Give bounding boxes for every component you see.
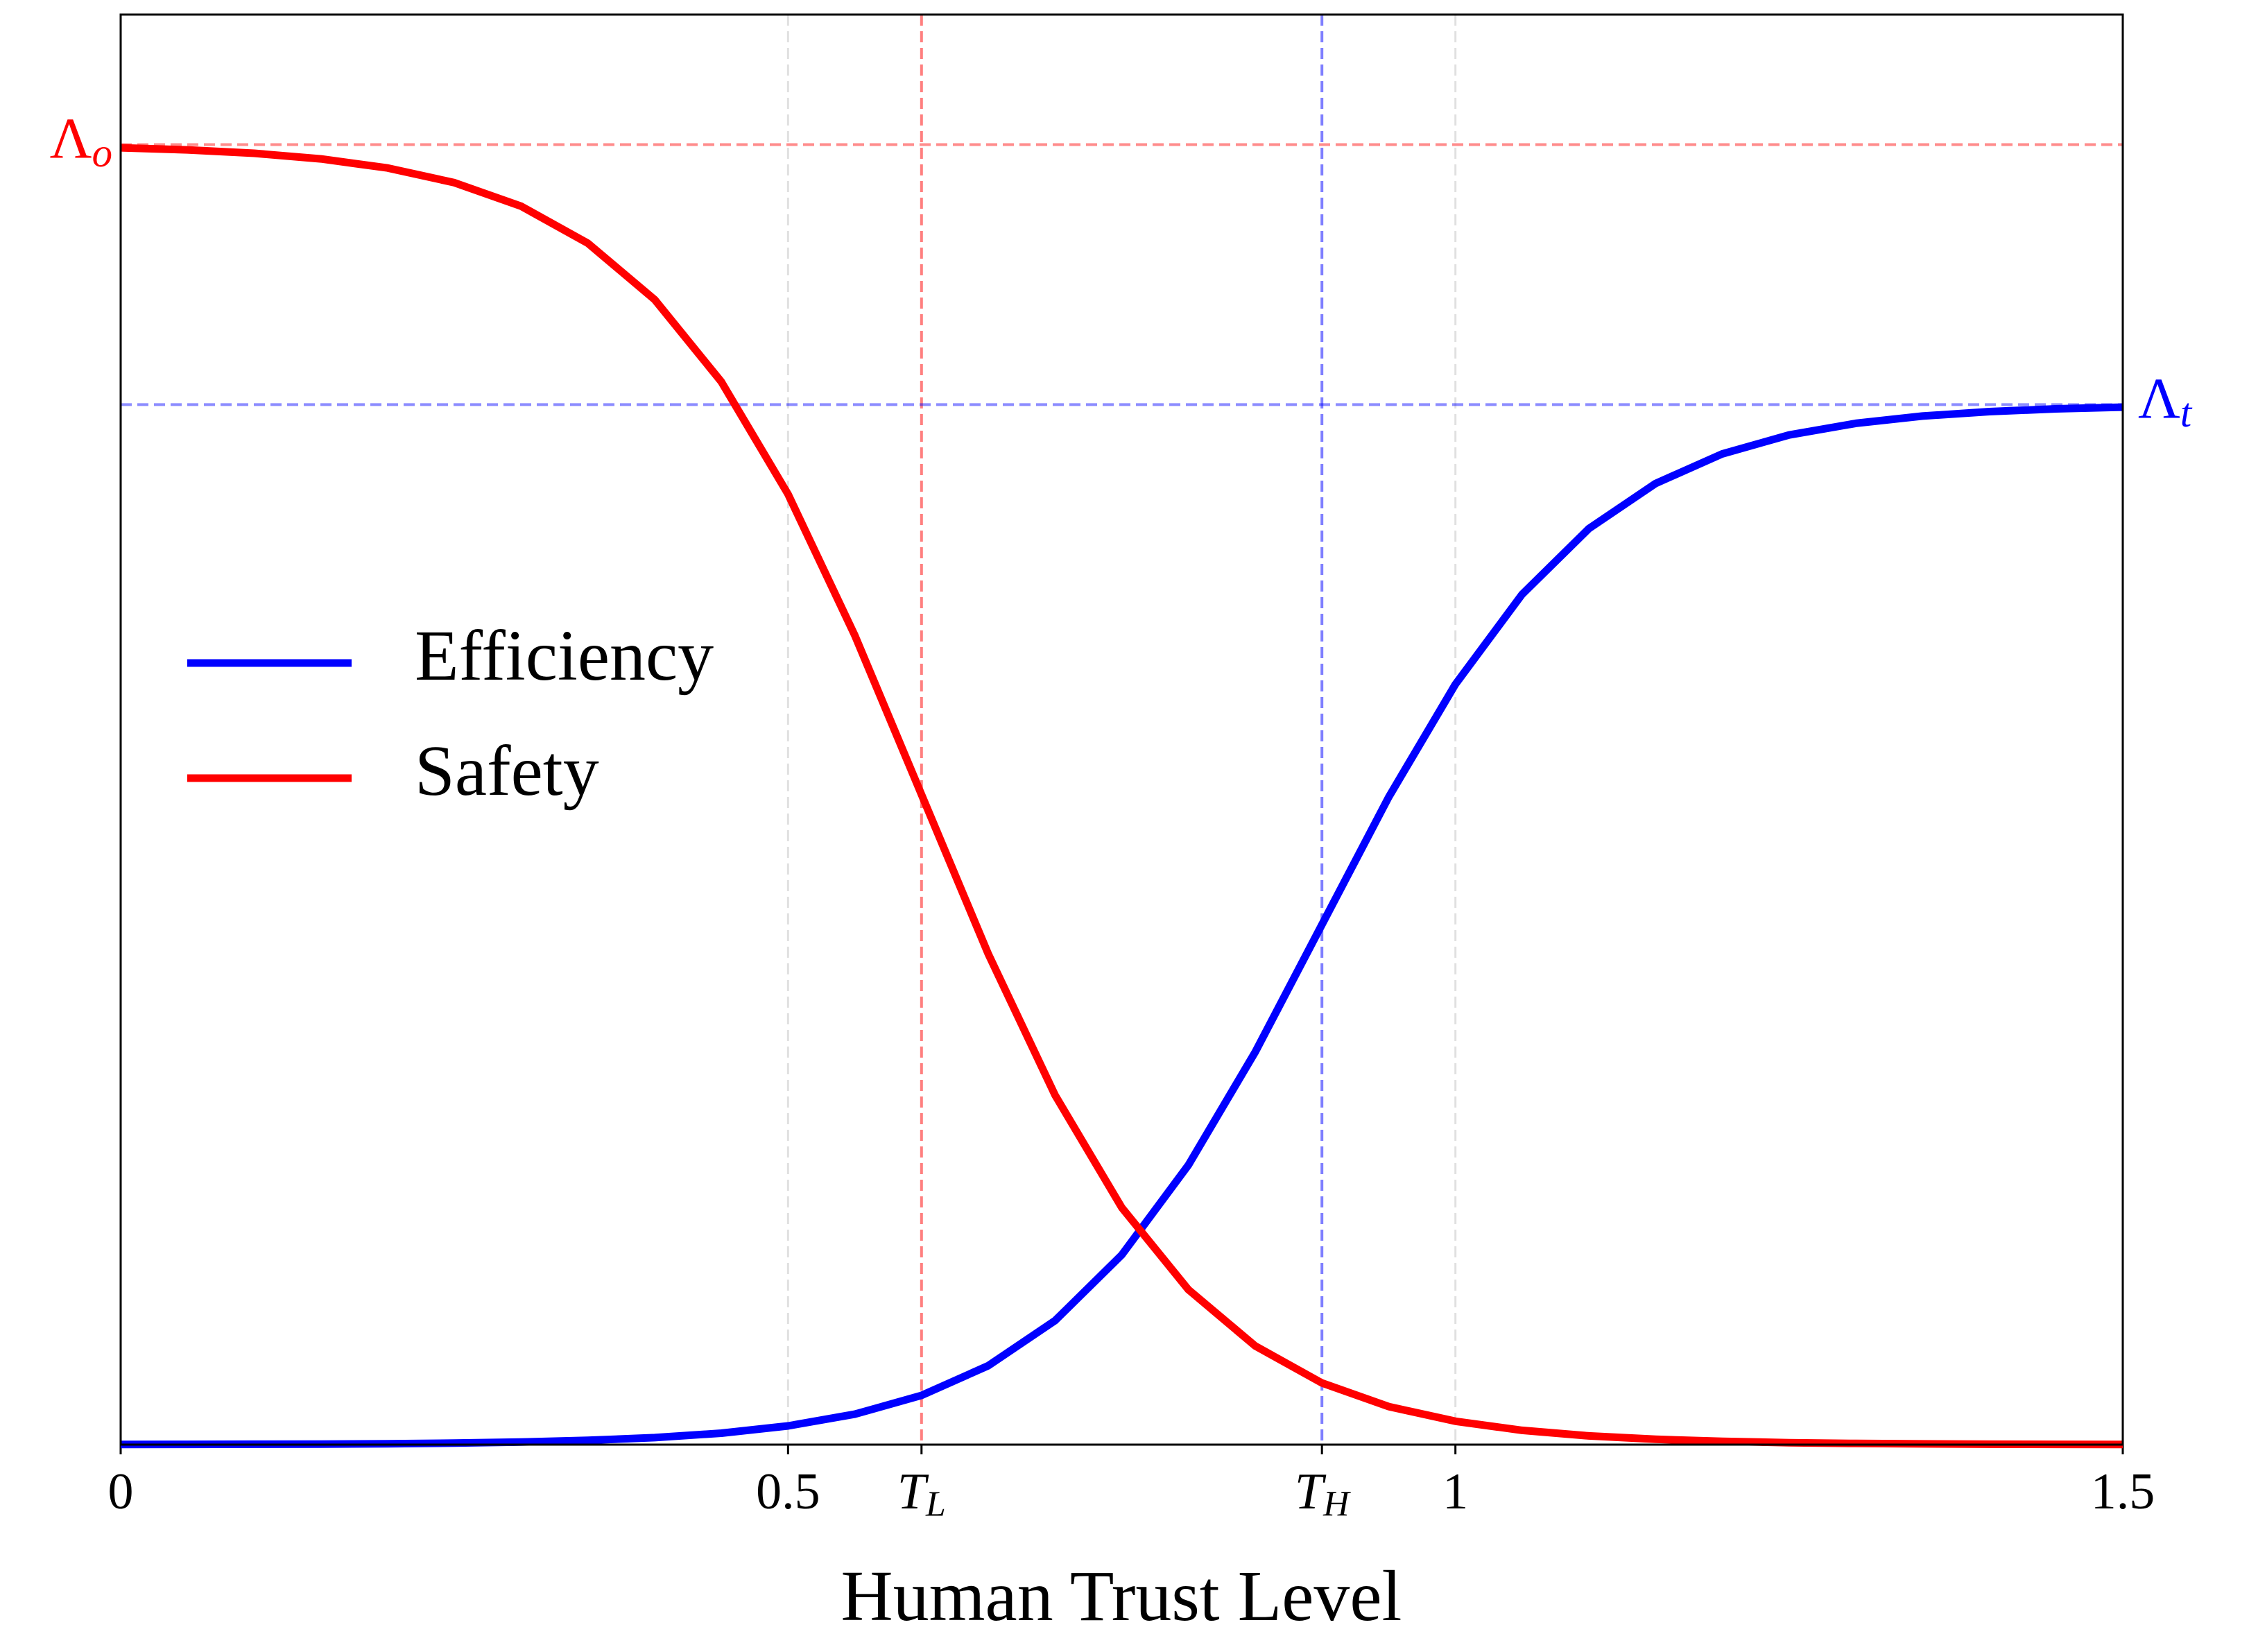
x-tick-label: 0.5 [756, 1463, 820, 1520]
x-tick-label: 0 [108, 1463, 134, 1520]
plot-frame [119, 13, 2124, 1446]
legend-label: Safety [415, 731, 599, 811]
x-tick-label: TH [1295, 1463, 1351, 1524]
x-axis-label: Human Trust Level [841, 1556, 1402, 1636]
x-tick-label: TL [897, 1463, 946, 1524]
series-line [120, 144, 2123, 1449]
x-tick-label: 1.5 [2091, 1463, 2155, 1520]
series-line [120, 403, 2123, 1449]
y-tick-label: Λo [50, 107, 112, 175]
y2-tick-label: Λt [2138, 367, 2193, 436]
x-tick-label: 1 [1442, 1463, 1468, 1520]
legend-label: Efficiency [415, 616, 714, 696]
